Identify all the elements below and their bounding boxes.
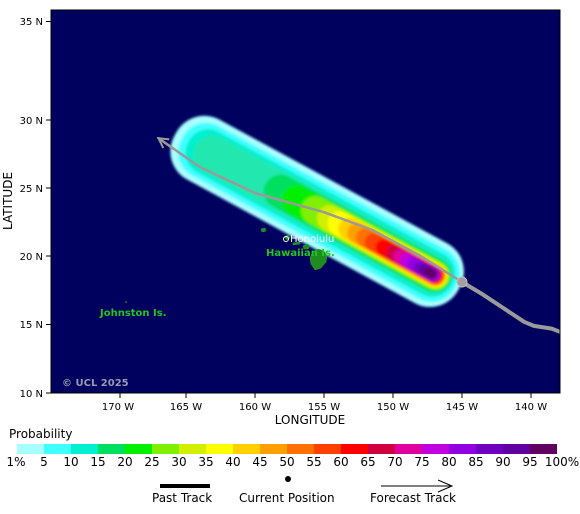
legend-label-5: 25 <box>144 455 160 469</box>
forecast-track-swatch <box>381 479 454 493</box>
probability-scale-labels: 1% 5 10 15 20 25 30 35 40 45 50 55 60 65 70 75 80 85 90 95 1… <box>0 455 580 469</box>
legend-swatch-9 <box>260 444 287 454</box>
legend-title: Probability <box>9 427 73 441</box>
lat-tick-35: 35 N <box>20 17 43 28</box>
legend-label-10: 50 <box>279 455 295 469</box>
honolulu-label: Honolulu <box>290 234 334 245</box>
legend-label-15: 75 <box>414 455 430 469</box>
legend-swatch-19 <box>530 444 557 454</box>
probability-color-bar <box>17 444 557 454</box>
lat-tick-20: 20 N <box>20 252 43 263</box>
past-track-line <box>460 280 560 335</box>
lat-tick-30: 30 N <box>20 116 43 127</box>
legend-swatch-13 <box>368 444 395 454</box>
johnston-island-label: Johnston Is. <box>99 308 167 319</box>
legend-swatch-16 <box>449 444 476 454</box>
key-current-position: Current Position <box>238 476 348 508</box>
past-track-label: Past Track <box>152 491 213 505</box>
lat-tick-10: 10 N <box>20 389 43 400</box>
maui <box>302 243 311 250</box>
legend-swatch-2 <box>71 444 98 454</box>
legend-swatch-4 <box>125 444 152 454</box>
big-island <box>309 248 328 271</box>
forecast-track-line <box>157 136 464 284</box>
legend-label-11: 55 <box>306 455 322 469</box>
legend-label-18: 90 <box>495 455 511 469</box>
credit-label: © UCL 2025 <box>62 378 129 389</box>
current-position-swatch <box>285 476 291 482</box>
legend-label-1: 5 <box>40 455 48 469</box>
lon-tick-170: 170 W <box>102 402 134 413</box>
map-frame <box>50 9 561 394</box>
legend-label-13: 65 <box>360 455 376 469</box>
key-forecast-track: Forecast Track <box>368 476 468 508</box>
legend-label-8: 40 <box>225 455 241 469</box>
hawaiian-islands-land <box>260 227 328 271</box>
legend-label-14: 70 <box>387 455 403 469</box>
legend-swatch-7 <box>206 444 233 454</box>
johnston-island-dot <box>125 301 127 303</box>
legend-swatch-15 <box>422 444 449 454</box>
x-axis-title: LONGITUDE <box>275 413 345 427</box>
legend-label-0: 1% <box>6 455 26 469</box>
forecast-track-label: Forecast Track <box>370 491 456 505</box>
legend-swatch-3 <box>98 444 125 454</box>
lon-tick-155: 155 W <box>308 402 340 413</box>
legend-swatch-0 <box>17 444 44 454</box>
legend-label-2: 10 <box>63 455 79 469</box>
current-position-label: Current Position <box>239 491 335 505</box>
lat-tick-25: 25 N <box>20 184 43 195</box>
legend-swatch-18 <box>503 444 530 454</box>
legend-label-20: 100% <box>544 455 580 469</box>
key-past-track: Past Track <box>150 476 230 508</box>
lon-tick-165: 165 W <box>170 402 202 413</box>
lon-tick-140: 140 W <box>515 402 547 413</box>
lat-tick-15: 15 N <box>20 320 43 331</box>
legend-label-16: 80 <box>441 455 457 469</box>
legend-swatch-14 <box>395 444 422 454</box>
tick-marks <box>46 21 532 398</box>
legend-swatch-17 <box>476 444 503 454</box>
legend-swatch-8 <box>233 444 260 454</box>
hawaiian-islands-label: Hawaiian Is. <box>266 248 335 259</box>
molokai <box>292 241 301 246</box>
honolulu-marker <box>283 236 289 242</box>
lon-tick-160: 160 W <box>239 402 271 413</box>
legend-label-4: 20 <box>117 455 133 469</box>
legend-label-12: 60 <box>333 455 349 469</box>
y-axis-title: LATITUDE <box>1 172 15 230</box>
legend-label-7: 35 <box>198 455 214 469</box>
legend-swatch-1 <box>44 444 71 454</box>
legend-label-19: 95 <box>522 455 538 469</box>
legend-swatch-10 <box>287 444 314 454</box>
past-track-swatch <box>160 484 210 488</box>
legend-label-17: 85 <box>468 455 484 469</box>
legend-swatch-11 <box>314 444 341 454</box>
kauai <box>260 227 267 233</box>
current-position-marker <box>456 276 468 288</box>
forecast-track-arrowhead <box>156 137 170 149</box>
legend-swatch-12 <box>341 444 368 454</box>
lon-tick-145: 145 W <box>446 402 478 413</box>
legend-label-9: 45 <box>252 455 268 469</box>
track-map: Honolulu Hawaiian Is. Johnston Is. © UCL… <box>1 9 561 427</box>
legend-label-3: 15 <box>90 455 106 469</box>
legend-label-6: 30 <box>171 455 187 469</box>
legend-swatch-5 <box>152 444 179 454</box>
lon-tick-150: 150 W <box>377 402 409 413</box>
swath-band-100 <box>424 267 436 278</box>
legend-swatch-6 <box>179 444 206 454</box>
